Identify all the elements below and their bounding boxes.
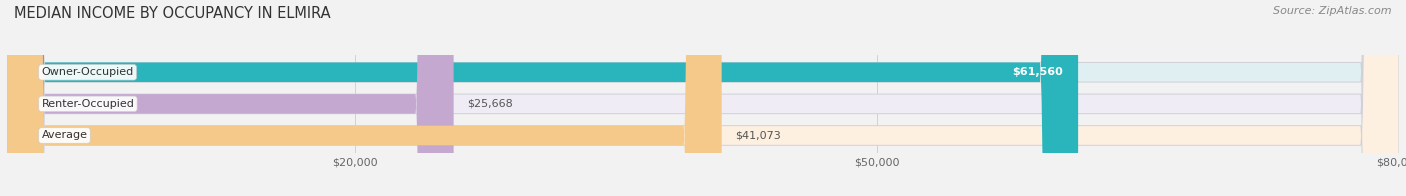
FancyBboxPatch shape bbox=[7, 0, 1399, 196]
Text: Average: Average bbox=[42, 131, 87, 141]
Text: $25,668: $25,668 bbox=[468, 99, 513, 109]
FancyBboxPatch shape bbox=[7, 0, 454, 196]
FancyBboxPatch shape bbox=[7, 0, 721, 196]
Text: $41,073: $41,073 bbox=[735, 131, 782, 141]
FancyBboxPatch shape bbox=[7, 0, 1399, 196]
Text: Renter-Occupied: Renter-Occupied bbox=[42, 99, 135, 109]
Text: Owner-Occupied: Owner-Occupied bbox=[42, 67, 134, 77]
FancyBboxPatch shape bbox=[7, 0, 1399, 196]
Text: $61,560: $61,560 bbox=[1012, 67, 1063, 77]
Text: Source: ZipAtlas.com: Source: ZipAtlas.com bbox=[1274, 6, 1392, 16]
Text: MEDIAN INCOME BY OCCUPANCY IN ELMIRA: MEDIAN INCOME BY OCCUPANCY IN ELMIRA bbox=[14, 6, 330, 21]
FancyBboxPatch shape bbox=[7, 0, 1078, 196]
